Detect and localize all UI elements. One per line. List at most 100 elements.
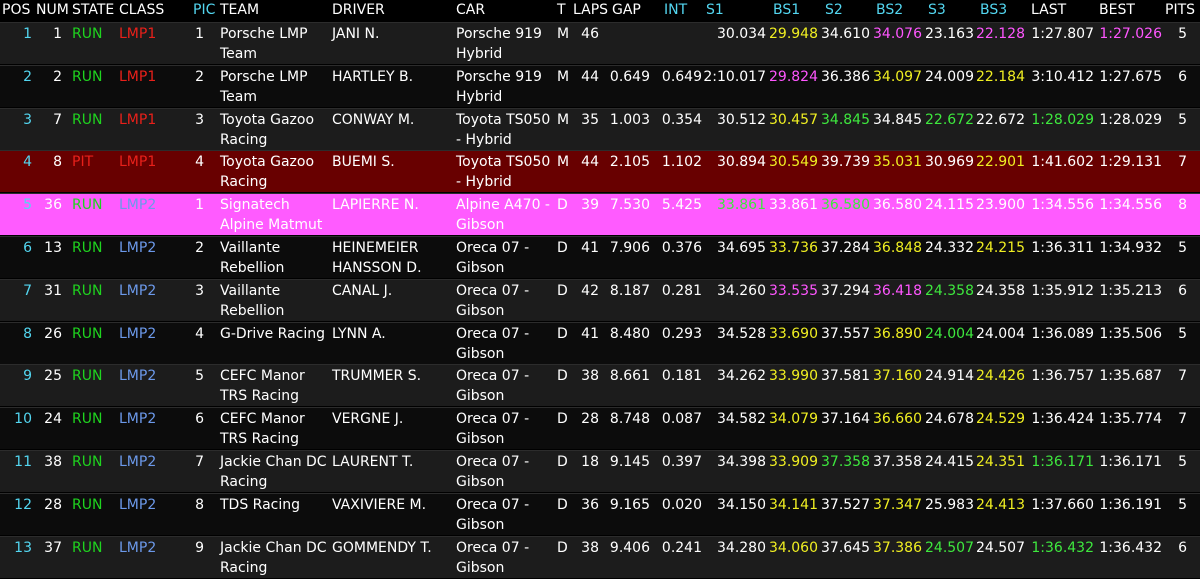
cell-bs1: 33.990	[769, 368, 818, 385]
cell-s1: 34.262	[717, 368, 766, 385]
cell-s3: 24.678	[925, 411, 974, 428]
cell-s3: 24.914	[925, 368, 974, 385]
table-row[interactable]: 12 28 RUN LMP2 8 TDS Racing VAXIVIERE M. Oreca …	[0, 492, 1200, 535]
header-class[interactable]: CLASS	[119, 2, 165, 18]
cell-driver2: HANSSON D.	[332, 260, 422, 276]
cell-num: 24	[44, 411, 62, 428]
cell-team2: TRS Racing	[220, 388, 299, 405]
cell-t: M	[557, 68, 570, 85]
cell-pic: 2	[195, 68, 204, 85]
cell-best: 1:35.774	[1099, 411, 1162, 428]
table-row[interactable]: 10 24 RUN LMP2 6 CEFC Manor TRS Racing VERGNE J…	[0, 407, 1200, 450]
cell-last: 1:36.757	[1031, 368, 1094, 385]
cell-laps: 41	[581, 240, 599, 256]
cell-bs2: 36.660	[873, 411, 922, 428]
cell-bs1: 33.690	[769, 325, 818, 342]
table-row[interactable]: 3 7 RUN LMP1 3 Toyota Gazoo Racing CONWAY M. Toy…	[0, 107, 1200, 150]
cell-team1: Jackie Chan DC	[220, 454, 327, 470]
table-row[interactable]: 8 26 RUN LMP2 4 G-Drive Racing LYNN A. Oreca 07…	[0, 321, 1200, 364]
cell-num: 36	[44, 197, 62, 214]
cell-num: 28	[44, 496, 62, 513]
header-best[interactable]: BEST	[1099, 2, 1135, 18]
header-bs2[interactable]: BS2	[876, 2, 904, 18]
header-pos[interactable]: POS	[2, 2, 31, 18]
cell-gap: 7.906	[609, 240, 650, 256]
table-row[interactable]: 4 8 PIT LMP1 4 Toyota Gazoo Racing BUEMI S. Toyo…	[0, 150, 1200, 193]
header-pits[interactable]: PITS	[1165, 2, 1196, 18]
cell-best: 1:35.506	[1099, 325, 1162, 342]
cell-pic: 8	[195, 496, 204, 513]
header-driver[interactable]: DRIVER	[332, 2, 385, 18]
cell-num: 26	[44, 325, 62, 342]
cell-pic: 1	[195, 197, 204, 214]
cell-bs2: 37.386	[873, 539, 922, 556]
table-row[interactable]: 1 1 RUN LMP1 1 Porsche LMP Team JANI N. Porsche …	[0, 22, 1200, 64]
header-bs1[interactable]: BS1	[773, 2, 801, 18]
cell-laps: 35	[581, 111, 599, 128]
cell-int: 0.181	[661, 368, 702, 385]
cell-s2: 36.386	[821, 68, 870, 85]
cell-s2: 37.557	[821, 325, 870, 342]
cell-bs2: 36.890	[873, 325, 922, 342]
cell-car1: Toyota TS050	[456, 154, 551, 171]
cell-team1: Vaillante	[220, 282, 281, 299]
cell-bs2: 37.358	[873, 454, 922, 470]
cell-s1: 33.861	[717, 197, 766, 214]
cell-bs1: 33.736	[769, 240, 818, 256]
cell-pits: 5	[1178, 111, 1187, 128]
header-s1[interactable]: S1	[706, 2, 724, 18]
table-row[interactable]: 2 2 RUN LMP1 2 Porsche LMP Team HARTLEY B. Porsc…	[0, 64, 1200, 107]
header-int[interactable]: INT	[664, 2, 688, 18]
cell-pic: 1	[195, 26, 204, 42]
table-row[interactable]: 13 37 RUN LMP2 9 Jackie Chan DC Racing GOMMENDY…	[0, 535, 1200, 578]
header-pic[interactable]: PIC	[193, 2, 216, 18]
table-row[interactable]: 9 25 RUN LMP2 5 CEFC Manor TRS Racing TRUMMER S…	[0, 364, 1200, 407]
table-row[interactable]: 6 13 RUN LMP2 2 Vaillante Rebellion HEINEMEIER H…	[0, 236, 1200, 278]
cell-bs1: 34.079	[769, 411, 818, 428]
table-row[interactable]: 5 36 RUN LMP2 1 Signatech Alpine Matmut LAPIERR…	[0, 193, 1200, 236]
cell-last: 1:36.424	[1031, 411, 1094, 428]
cell-car1: Oreca 07 -	[456, 539, 530, 556]
cell-team2: Alpine Matmut	[220, 217, 323, 234]
cell-car1: Oreca 07 -	[456, 240, 530, 256]
header-s3[interactable]: S3	[928, 2, 946, 18]
cell-bs2: 36.580	[873, 197, 922, 214]
cell-bs1: 30.457	[769, 111, 818, 128]
cell-pic: 3	[195, 282, 204, 299]
header-gap[interactable]: GAP	[612, 2, 641, 18]
header-team[interactable]: TEAM	[220, 2, 260, 18]
header-s2[interactable]: S2	[825, 2, 843, 18]
cell-t: D	[557, 240, 568, 256]
cell-gap: 1.003	[609, 111, 650, 128]
cell-bs1: 33.909	[769, 454, 818, 470]
cell-last: 1:27.807	[1031, 26, 1094, 42]
cell-num: 1	[53, 26, 62, 42]
cell-s1: 34.528	[717, 325, 766, 342]
header-last[interactable]: LAST	[1031, 2, 1067, 18]
cell-pos: 12	[14, 496, 32, 513]
table-row[interactable]: 7 31 RUN LMP2 3 Vaillante Rebellion CANAL J. Ore…	[0, 278, 1200, 321]
cell-s1: 2:10.017	[703, 68, 766, 85]
header-laps[interactable]: LAPS	[573, 2, 609, 18]
cell-state: RUN	[72, 111, 103, 128]
header-num[interactable]: NUM	[36, 2, 69, 18]
cell-s3: 23.163	[925, 26, 974, 42]
cell-state: RUN	[72, 282, 103, 299]
cell-s1: 30.894	[717, 154, 766, 171]
cell-best: 1:35.687	[1099, 368, 1162, 385]
cell-driver: HARTLEY B.	[332, 68, 414, 85]
cell-last: 1:28.029	[1031, 111, 1094, 128]
table-row[interactable]: 11 38 RUN LMP2 7 Jackie Chan DC Racing LAURENT …	[0, 450, 1200, 492]
cell-car2: - Hybrid	[456, 174, 512, 191]
header-state[interactable]: STATE	[72, 2, 115, 18]
cell-s3: 24.358	[925, 282, 974, 299]
cell-team1: Porsche LMP	[220, 68, 308, 85]
header-t[interactable]: T	[557, 2, 566, 18]
cell-gap: 7.530	[609, 197, 650, 214]
header-car[interactable]: CAR	[456, 2, 486, 18]
cell-car2: Gibson	[456, 388, 505, 405]
header-bs3[interactable]: BS3	[980, 2, 1008, 18]
cell-pits: 6	[1178, 539, 1187, 556]
cell-pits: 8	[1178, 197, 1187, 214]
cell-int: 0.649	[661, 68, 702, 85]
